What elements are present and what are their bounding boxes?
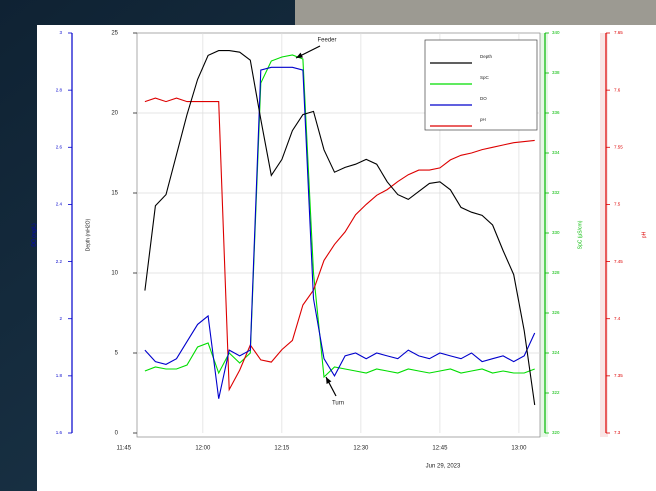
screenshot: 11:45 12:00 12:15 12:30 12:45 13:00 Jun 29, 20…: [0, 0, 656, 491]
x-tick-label: 12:15: [274, 446, 290, 452]
y4-tick-label: 7.3: [614, 430, 621, 435]
x-tick-label: 11:45: [117, 446, 132, 452]
y-tick-label: 25: [111, 31, 118, 37]
x-tick-label: 12:45: [432, 446, 448, 452]
y4-tick-label: 7.6: [614, 87, 621, 92]
annotation: Feeder: [317, 38, 336, 44]
y2-tick-label: 324: [552, 350, 560, 355]
x-tick-label: 12:30: [353, 446, 369, 452]
spc-axis-band: [540, 33, 548, 437]
chart-panel: [37, 25, 656, 491]
y-axis-label: Depth (mH2O): [85, 218, 91, 251]
y2-tick-label: 340: [552, 30, 560, 35]
y4-tick-label: 7.65: [614, 30, 623, 35]
y2-axis-label: SpC (µS/cm): [577, 220, 583, 249]
y-tick-label: 10: [111, 271, 118, 277]
y4-tick-label: 7.55: [614, 144, 623, 149]
y3-tick-label: 2.4: [56, 202, 63, 207]
y2-tick-label: 320: [552, 430, 560, 435]
y-tick-label: 15: [111, 191, 118, 197]
y2-tick-label: 336: [552, 110, 560, 115]
y3-tick-label: 1.6: [56, 430, 63, 435]
y2-tick-label: 322: [552, 390, 560, 395]
legend-label: SpC: [480, 75, 490, 80]
y2-tick-label: 330: [552, 230, 560, 235]
y4-tick-label: 7.4: [614, 316, 621, 321]
y2-tick-label: 326: [552, 310, 560, 315]
legend-label: Depth: [480, 54, 493, 59]
y-tick-label: 20: [111, 111, 118, 117]
x-tick-label: 12:00: [195, 446, 211, 452]
legend-label: DO: [480, 96, 487, 101]
y2-tick-label: 338: [552, 70, 560, 75]
y4-tick-label: 7.5: [614, 202, 621, 207]
x-axis-label: Jun 29, 2023: [426, 464, 461, 470]
y3-tick-label: 1.8: [56, 373, 63, 378]
y2-tick-label: 328: [552, 270, 560, 275]
x-tick-label: 13:00: [511, 446, 527, 452]
y3-tick-label: 2.8: [56, 87, 63, 92]
y4-tick-label: 7.35: [614, 373, 623, 378]
y3-axis-label: DO (mg/L): [31, 223, 37, 247]
y3-tick-label: 2.6: [56, 144, 63, 149]
y2-tick-label: 332: [552, 190, 560, 195]
y3-tick-label: 2.2: [56, 259, 63, 264]
legend-label: pH: [480, 117, 486, 122]
y4-axis-label: pH: [641, 231, 647, 238]
ph-axis-band: [600, 33, 608, 437]
y4-tick-label: 7.45: [614, 259, 623, 264]
annotation: Turn: [332, 401, 344, 407]
y2-tick-label: 334: [552, 150, 560, 155]
photo-strip: [295, 0, 656, 25]
